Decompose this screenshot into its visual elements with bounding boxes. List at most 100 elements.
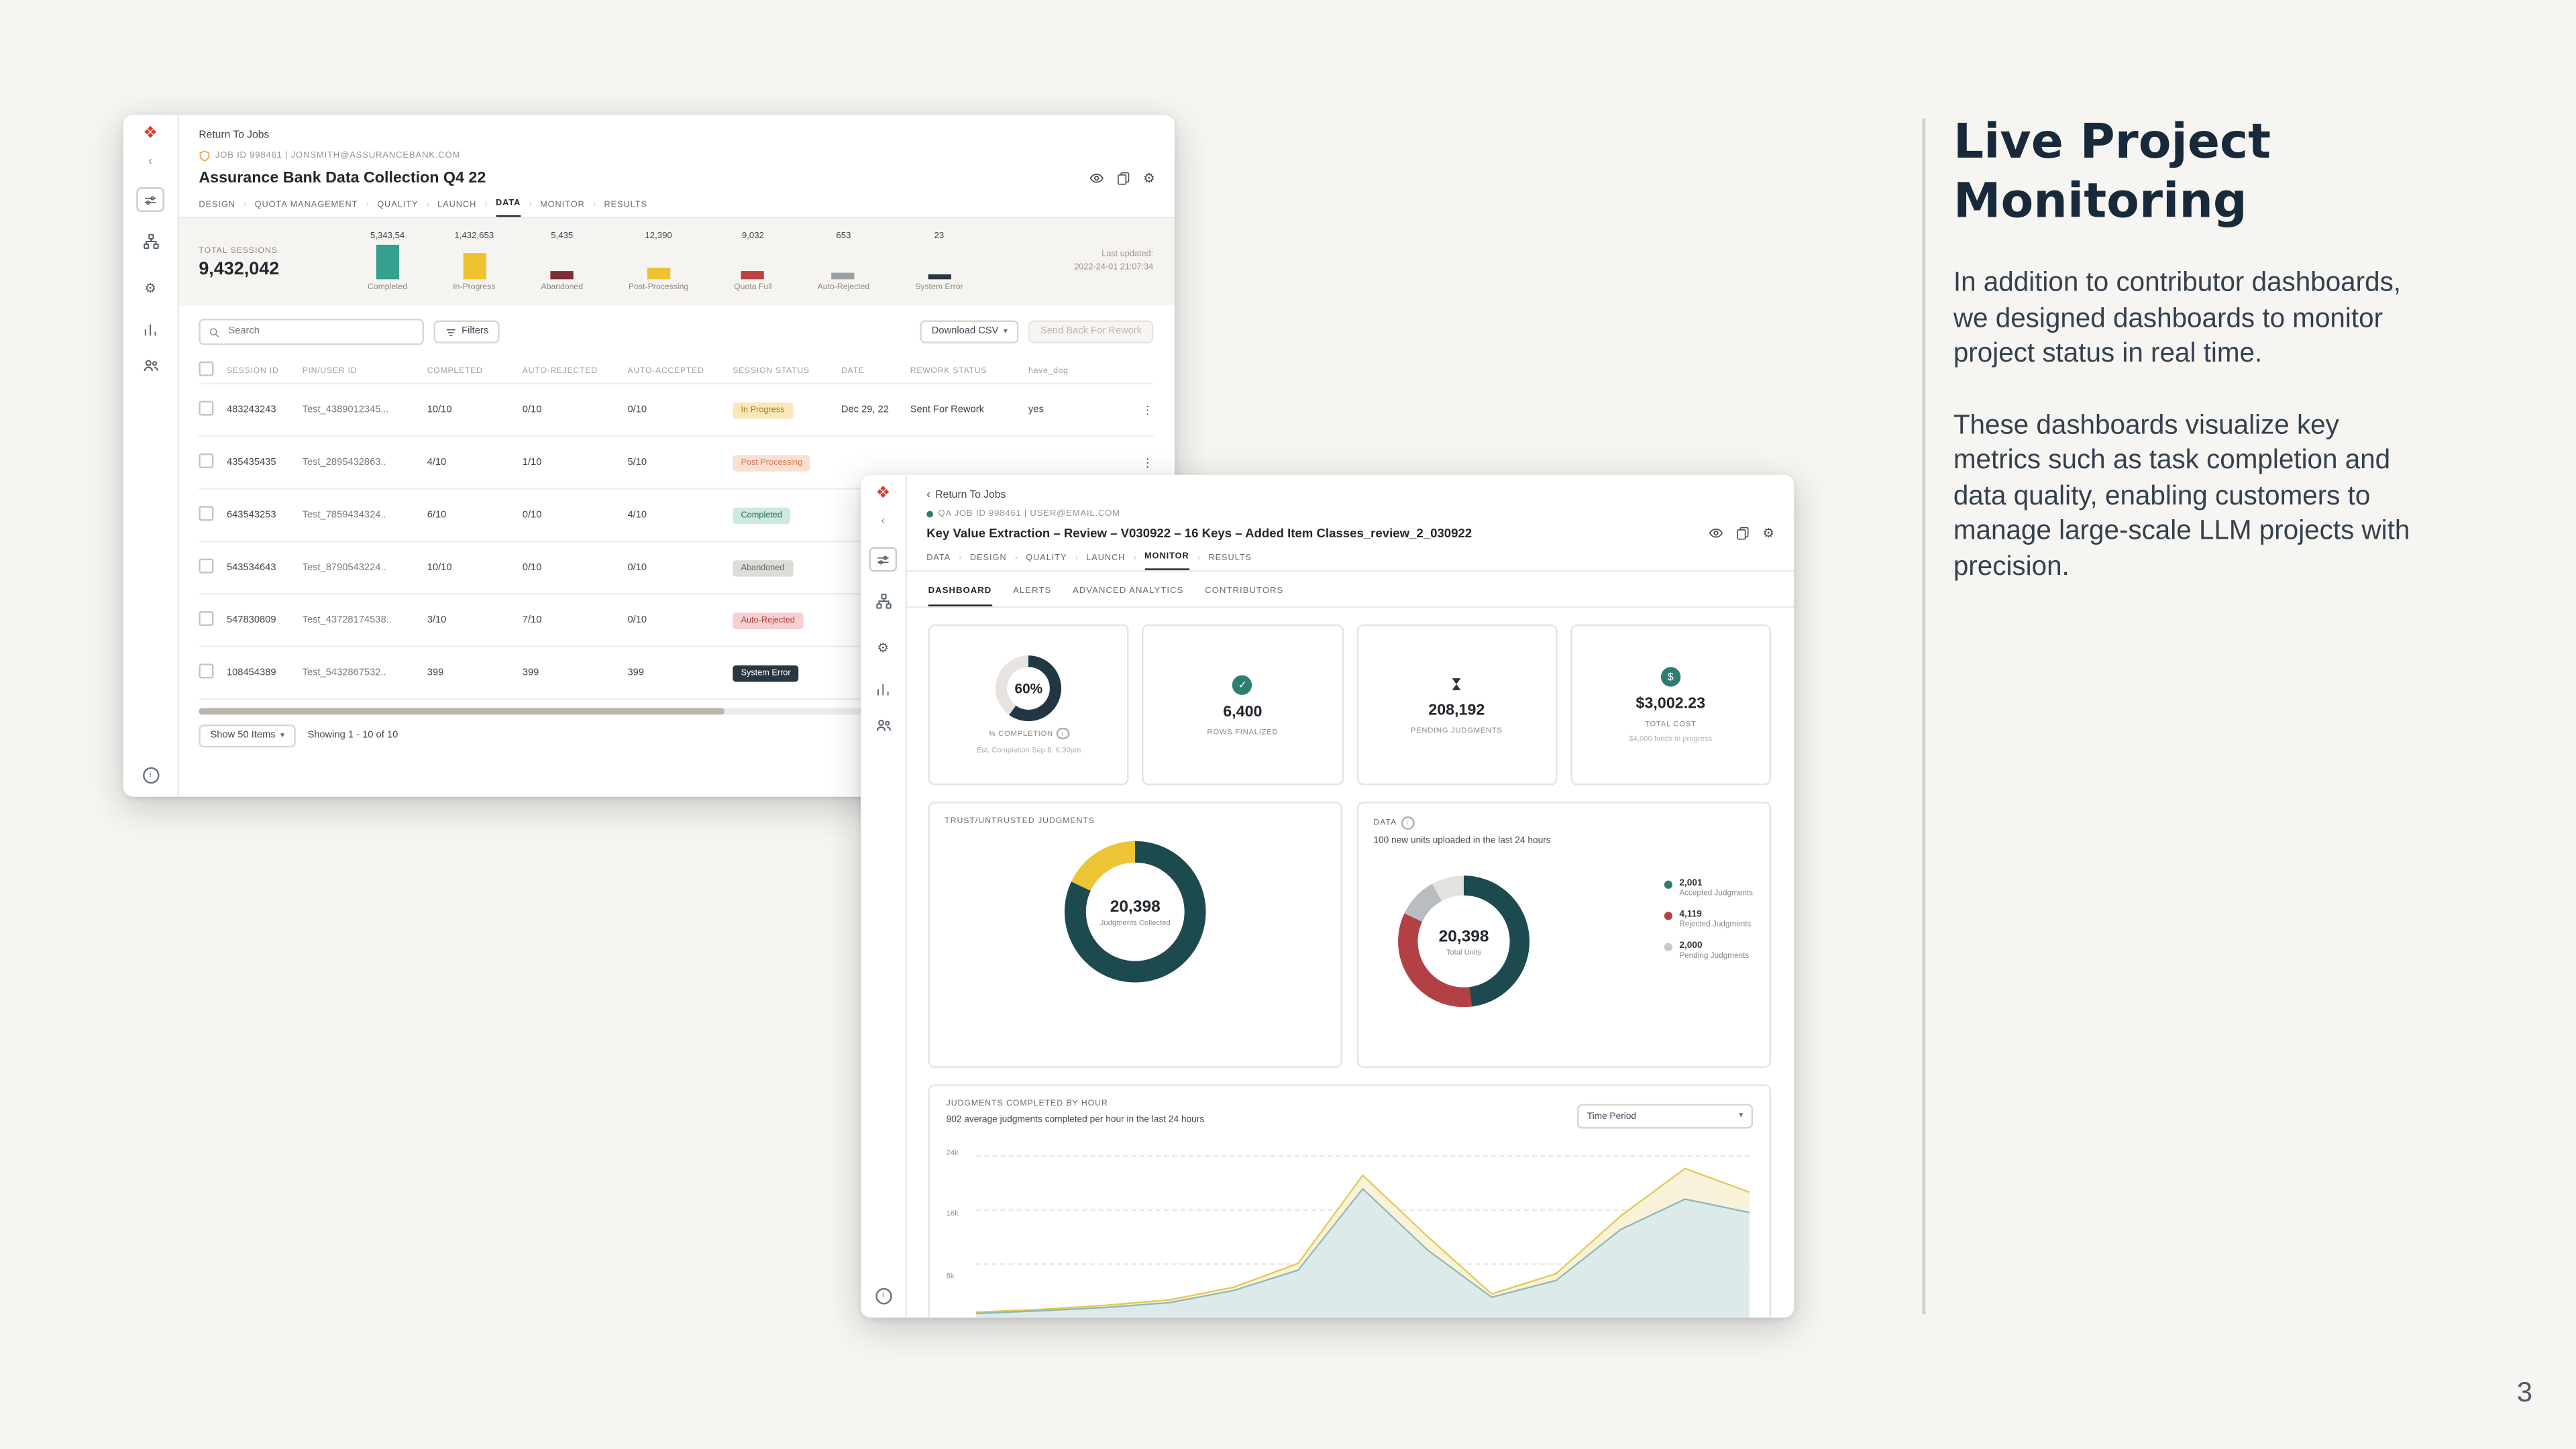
return-to-jobs-link[interactable]: Return To Jobs (199, 129, 270, 142)
settings-gear-icon[interactable]: ⚙ (1143, 170, 1155, 185)
breadcrumb-monitor[interactable]: MONITOR (540, 199, 585, 210)
separator: › (959, 553, 962, 563)
bar-chart-icon (144, 324, 156, 336)
info-icon[interactable]: i (142, 767, 159, 784)
people-icon (143, 360, 158, 372)
separator: › (1014, 553, 1018, 563)
separator: › (484, 199, 488, 210)
breadcrumb-quota-management[interactable]: QUOTA MANAGEMENT (254, 199, 358, 210)
status-badge: Auto-Rejected (733, 612, 804, 629)
status-badge: Completed (733, 506, 791, 524)
eye-icon[interactable] (1089, 172, 1104, 184)
send-back-button[interactable]: Send Back For Rework (1028, 320, 1154, 343)
sidebar-item-settings[interactable]: ⚙ (877, 631, 890, 660)
slide-heading: Live Project Monitoring (1953, 113, 2271, 229)
slide-text-panel: Live Project Monitoring In addition to co… (1953, 112, 2422, 585)
sidebar-item-contributors[interactable] (875, 718, 891, 733)
stat-post-processing: 12,390 Post-Processing (629, 231, 689, 292)
app-sidebar: ❖ ‹ ⚙ i (123, 115, 179, 797)
row-checkbox[interactable] (199, 506, 213, 521)
copy-icon[interactable] (1736, 526, 1750, 541)
row-checkbox[interactable] (199, 453, 213, 468)
breadcrumb-launch[interactable]: LAUNCH (1086, 553, 1126, 563)
search-input[interactable] (225, 325, 415, 339)
sidebar-item-analytics[interactable] (875, 682, 890, 696)
time-period-select[interactable]: Time Period ▾ (1577, 1104, 1754, 1129)
completion-card: 60% % COMPLETION i Est. Completion Sep 8,… (928, 624, 1130, 786)
breadcrumb-monitor[interactable]: MONITOR (1144, 552, 1189, 570)
tab-alerts[interactable]: ALERTS (1013, 586, 1052, 596)
legend-item-rejected: 4,119 Rejected Judgments (1664, 910, 1753, 930)
legend-item-accepted: 2,001 Accepted Judgments (1664, 879, 1753, 899)
breadcrumb-launch[interactable]: LAUNCH (437, 199, 477, 210)
eye-icon[interactable] (1709, 527, 1723, 539)
status-badge: Abandoned (733, 559, 793, 576)
tab-dashboard[interactable]: DASHBOARD (928, 586, 992, 606)
breadcrumb-design[interactable]: DESIGN (969, 553, 1007, 563)
breadcrumb-results[interactable]: RESULTS (1208, 553, 1252, 563)
rows-finalized-card: ✓ 6,400 ROWS FINALIZED (1142, 624, 1344, 786)
info-icon[interactable]: i (875, 1288, 892, 1305)
sidebar-collapse-icon[interactable]: ‹ (881, 515, 885, 528)
return-to-jobs-link[interactable]: ‹ Return To Jobs (926, 489, 1006, 501)
status-badge: System Error (733, 664, 799, 682)
row-menu-kebab-icon[interactable]: ⋮ (1142, 405, 1154, 417)
sidebar-item-settings[interactable]: ⚙ (144, 271, 156, 301)
table-row[interactable]: 483243243 Test_4389012345... 10/10 0/10 … (199, 384, 1153, 437)
hierarchy-icon (142, 233, 158, 250)
sidebar-item-workflow[interactable] (875, 593, 891, 609)
settings-gear-icon[interactable]: ⚙ (1762, 525, 1774, 540)
breadcrumb-data[interactable]: DATA (926, 553, 951, 563)
slide-paragraph-2: These dashboards visualize key metrics s… (1953, 410, 2410, 581)
filters-button[interactable]: Filters (433, 320, 500, 343)
breadcrumb-quality[interactable]: QUALITY (1026, 553, 1067, 563)
search-input-wrap (199, 319, 424, 345)
scrollbar-thumb[interactable] (199, 708, 724, 715)
select-all-checkbox[interactable] (199, 362, 213, 376)
table-row[interactable]: 435435435 Test_2895432863.. 4/10 1/10 5/… (199, 437, 1154, 490)
row-checkbox[interactable] (199, 611, 213, 626)
units-legend: 2,001 Accepted Judgments 4,119 Rejected Ju… (1664, 879, 1753, 961)
separator: › (426, 199, 429, 210)
sidebar-item-jobs[interactable] (136, 187, 164, 212)
download-csv-button[interactable]: Download CSV ▾ (920, 320, 1020, 343)
app-logo-icon: ❖ (875, 484, 891, 503)
row-checkbox[interactable] (199, 664, 213, 678)
separator: › (1197, 553, 1201, 563)
page-title: Key Value Extraction – Review – V030922 … (926, 525, 1472, 541)
dashboard-tabs: DASHBOARD ALERTS ADVANCED ANALYTICS CONT… (905, 572, 1794, 608)
table-row[interactable]: 643543253 Test_7859434324.. 6/10 0/10 4/… (199, 490, 1153, 543)
tab-contributors[interactable]: CONTRIBUTORS (1205, 586, 1284, 596)
sidebar-item-workflow[interactable] (142, 233, 158, 250)
copy-icon[interactable] (1117, 171, 1130, 186)
sidebar-item-analytics[interactable] (143, 322, 158, 337)
breadcrumb-design[interactable]: DESIGN (199, 199, 235, 210)
total-cost-card: $ $3,002.23 TOTAL COST $4,000 funds in p… (1570, 624, 1772, 786)
page-title: Assurance Bank Data Collection Q4 22 (199, 169, 486, 188)
breadcrumb-results[interactable]: RESULTS (604, 199, 647, 210)
separator: › (1075, 553, 1078, 563)
app-sidebar: ❖ ‹ ⚙ i (861, 474, 907, 1318)
horizontal-scrollbar[interactable] (199, 708, 1154, 715)
row-checkbox[interactable] (199, 401, 213, 415)
filter-icon (446, 328, 455, 335)
status-badge: In Progress (733, 401, 793, 419)
y-axis-tick: 8k (946, 1271, 955, 1280)
row-menu-kebab-icon[interactable]: ⋮ (1142, 458, 1154, 470)
breadcrumb-quality[interactable]: QUALITY (377, 199, 419, 210)
tab-advanced-analytics[interactable]: ADVANCED ANALYTICS (1072, 586, 1184, 596)
sliders-icon (144, 195, 156, 204)
session-stats-bar: TOTAL SESSIONS 9,432,042 5,343,54 Complet… (177, 218, 1175, 306)
stat-quota-full: 9,032 Quota Full (734, 231, 772, 292)
sidebar-item-jobs[interactable] (869, 547, 898, 572)
sidebar-collapse-icon[interactable]: ‹ (148, 156, 152, 168)
completion-donut: 60% (996, 655, 1062, 721)
separator: › (1133, 553, 1136, 563)
sessions-dashboard-window: ❖ ‹ ⚙ i Return To Jobs (123, 115, 1175, 797)
page-size-select[interactable]: Show 50 Items ▾ (199, 724, 297, 748)
area-chart (975, 1155, 1750, 1318)
slide-paragraph-1: In addition to contributor dashboards, w… (1953, 268, 2402, 368)
breadcrumb-data[interactable]: DATA (496, 199, 521, 217)
sidebar-item-contributors[interactable] (142, 358, 158, 373)
row-checkbox[interactable] (199, 559, 213, 574)
